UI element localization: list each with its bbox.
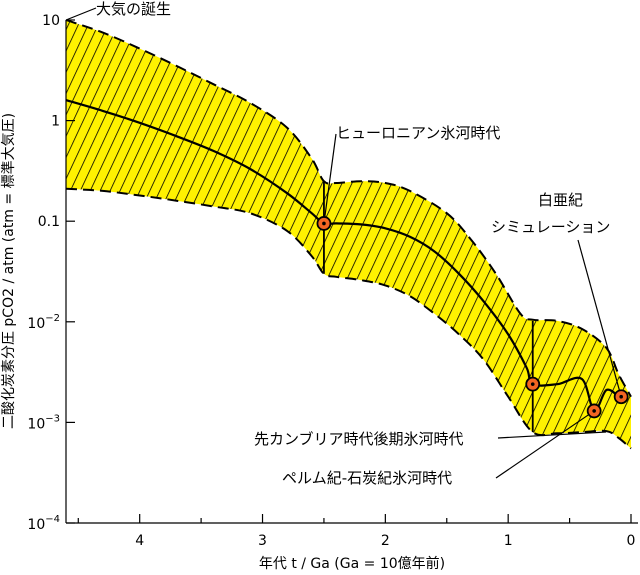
leader-late-precambrian xyxy=(497,431,607,439)
data-marker-center-2 xyxy=(592,409,596,413)
y-tick-label-3: 10−2 xyxy=(27,313,60,332)
y-tick-label-1: 1 xyxy=(51,114,60,130)
data-markers xyxy=(316,216,629,419)
uncertainty-band xyxy=(66,20,631,449)
plot-area xyxy=(66,20,632,450)
y-tick-label-0: 10 xyxy=(42,13,60,29)
leader-cretaceous xyxy=(577,239,622,397)
x-tick-label-4: 0 xyxy=(627,533,636,549)
leader-atmosphere-birth xyxy=(65,7,97,21)
x-axis-title: 年代 t / Ga (Ga = 10億年前) xyxy=(259,555,445,572)
y-tick-label-2: 0.1 xyxy=(38,214,60,230)
axes-frame xyxy=(65,20,638,524)
y-tick-label-5: 10−4 xyxy=(27,514,60,533)
band-lower-edge xyxy=(66,187,632,450)
annotation-late-precambrian: 先カンブリア時代後期氷河時代 xyxy=(254,430,464,448)
y-axis-ticks: 10 1 0.1 10−2 10−3 10−4 xyxy=(27,13,75,533)
annotation-atmosphere-birth: 大気の誕生 xyxy=(96,0,171,18)
y-axis-title: 二酸化炭素分圧 pCO2 / atm (atm = 標準大気圧) xyxy=(1,113,17,429)
data-marker-center-1 xyxy=(530,382,535,386)
x-tick-label-1: 3 xyxy=(258,533,267,549)
y-tick-label-4: 10−3 xyxy=(27,413,60,432)
x-tick-label-2: 2 xyxy=(381,533,390,549)
co2-estimate-line xyxy=(66,99,620,412)
x-axis-ticks: 4 3 2 1 0 xyxy=(77,514,636,549)
leader-permo-carboniferous xyxy=(495,410,595,479)
band-upper-edge xyxy=(66,20,632,398)
annotation-texts: 大気の誕生 ヒューロニアン氷河時代 白亜紀 シミュレーション 先カンブリア時代後… xyxy=(96,0,610,487)
annotation-cretaceous-line2: シミュレーション xyxy=(491,218,610,236)
annotation-huronian: ヒューロニアン氷河時代 xyxy=(336,124,500,142)
x-tick-label-0: 4 xyxy=(135,533,144,549)
data-marker-center-0 xyxy=(322,221,326,226)
annotation-cretaceous-line1: 白亜紀 xyxy=(538,191,583,209)
annotation-leaders xyxy=(65,7,622,479)
x-tick-label-3: 1 xyxy=(504,533,513,549)
leader-huronian xyxy=(323,133,337,224)
annotation-permo-carboniferous: ペルム紀-石炭紀氷河時代 xyxy=(282,469,452,487)
data-marker-center-3 xyxy=(619,394,623,399)
